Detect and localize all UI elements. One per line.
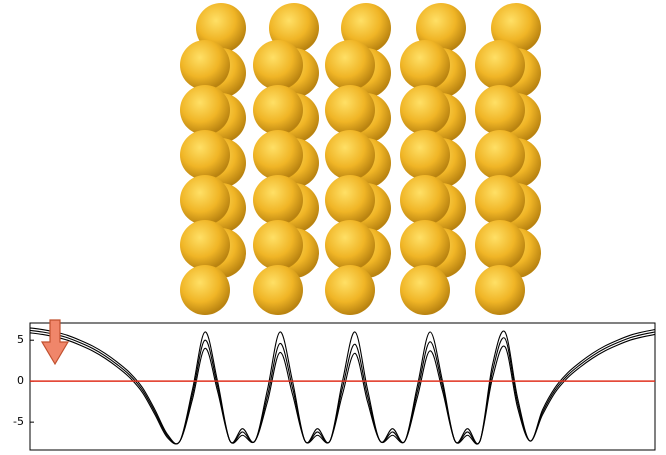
arrow [42, 320, 68, 364]
atom [475, 175, 525, 225]
atom [325, 175, 375, 225]
atom [400, 85, 450, 135]
atom [325, 130, 375, 180]
atom [400, 265, 450, 315]
atom [475, 265, 525, 315]
atom [180, 85, 230, 135]
atom [400, 175, 450, 225]
curve [30, 330, 655, 444]
atom [180, 220, 230, 270]
atom [325, 85, 375, 135]
figure: 5 0 -5 [0, 0, 666, 455]
atom [253, 85, 303, 135]
atom [400, 220, 450, 270]
y-tick-label: 0 [17, 374, 24, 387]
atom [475, 85, 525, 135]
y-tick-label: -5 [13, 415, 24, 428]
atom [253, 175, 303, 225]
atom [325, 220, 375, 270]
atom-lattice [180, 3, 541, 315]
atom [180, 175, 230, 225]
atom [180, 265, 230, 315]
atom [253, 265, 303, 315]
atom [325, 40, 375, 90]
atom [475, 130, 525, 180]
atom [180, 130, 230, 180]
atom [253, 130, 303, 180]
atom [400, 130, 450, 180]
atom [325, 265, 375, 315]
atom [400, 40, 450, 90]
atom [475, 40, 525, 90]
atom [180, 40, 230, 90]
atom [475, 220, 525, 270]
atom [253, 40, 303, 90]
atom [253, 220, 303, 270]
y-tick-label: 5 [17, 333, 24, 346]
